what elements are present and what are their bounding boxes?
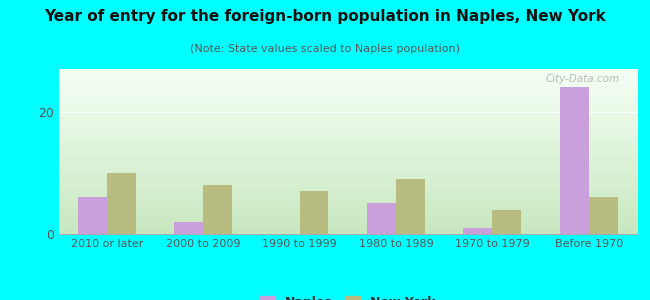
Text: Year of entry for the foreign-born population in Naples, New York: Year of entry for the foreign-born popul…	[44, 9, 606, 24]
Bar	[560, 87, 589, 234]
Legend: Naples, New York: Naples, New York	[255, 290, 441, 300]
Text: (Note: State values scaled to Naples population): (Note: State values scaled to Naples pop…	[190, 44, 460, 53]
Bar	[78, 197, 107, 234]
Bar	[396, 179, 425, 234]
Bar	[107, 173, 136, 234]
Bar	[463, 228, 493, 234]
Bar	[300, 191, 328, 234]
Bar	[367, 203, 396, 234]
Text: City-Data.com: City-Data.com	[545, 74, 619, 84]
Bar	[174, 222, 203, 234]
Bar	[493, 210, 521, 234]
Bar	[203, 185, 232, 234]
Bar	[589, 197, 617, 234]
